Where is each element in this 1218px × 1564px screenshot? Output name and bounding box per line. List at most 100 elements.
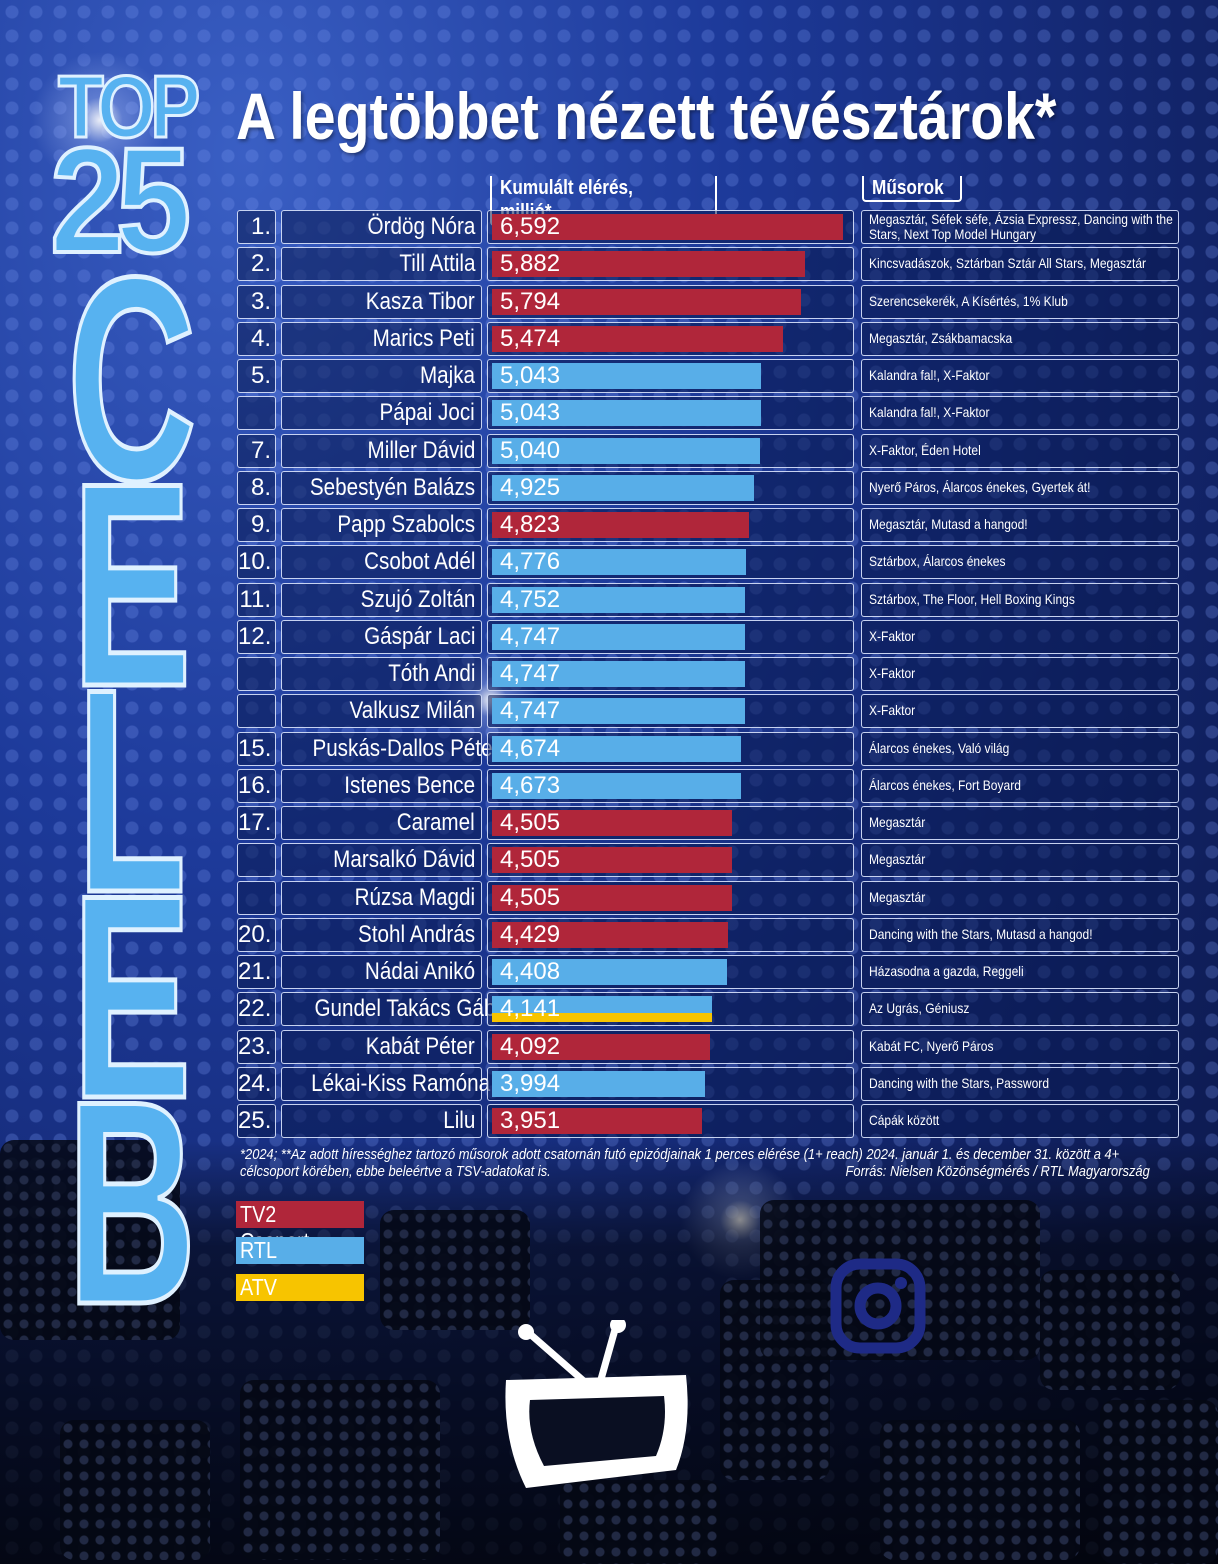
reach-value: 4,747 bbox=[500, 660, 561, 687]
celeb-letter: B bbox=[66, 1041, 199, 1365]
top-number: 25 bbox=[48, 116, 193, 284]
rank-cell bbox=[237, 880, 276, 915]
reach-bar bbox=[492, 325, 783, 352]
shows-cell: Megasztár bbox=[861, 843, 1179, 878]
decor-block bbox=[880, 1420, 1080, 1560]
shows-cell: Megasztár bbox=[861, 880, 1179, 915]
shows-cell: Megasztár, Mutasd a hangod! bbox=[861, 508, 1179, 542]
shows-cell: Dancing with the Stars, Mutasd a hangod! bbox=[861, 917, 1179, 952]
name-cell: Puskás-Dallos Péter bbox=[281, 731, 499, 766]
name-cell: Valkusz Milán bbox=[281, 694, 482, 729]
legend-tv2: TV2 Csoport bbox=[236, 1201, 364, 1254]
reach-value: 4,776 bbox=[500, 548, 561, 576]
celebrity-name: Kasza Tibor bbox=[366, 287, 475, 315]
celebrity-name: Papp Szabolcs bbox=[337, 511, 475, 538]
bar-cell: 5,474 bbox=[487, 321, 854, 356]
reach-value: 5,043 bbox=[500, 399, 561, 427]
shows-text: Kincsvadászok, Sztárban Sztár All Stars,… bbox=[869, 255, 1147, 272]
celebrity-name: Kabát Péter bbox=[365, 1032, 475, 1060]
name-cell: Tóth Andi bbox=[281, 657, 482, 691]
bar-cell: 4,092 bbox=[487, 1029, 854, 1064]
shows-text: X-Faktor, Éden Hotel bbox=[869, 441, 981, 458]
bar-cell: 4,408 bbox=[487, 955, 854, 989]
bar-cell: 5,794 bbox=[487, 284, 854, 319]
celebrity-name: Sebestyén Balázs bbox=[309, 473, 475, 501]
decor-block bbox=[60, 1420, 210, 1560]
celebrity-name: Puskás-Dallos Péter bbox=[312, 734, 500, 762]
reach-bar bbox=[492, 959, 727, 985]
decor-block bbox=[1100, 1400, 1218, 1564]
footnote-text: *2024; **Az adott hírességhez tartozó mű… bbox=[240, 1146, 1120, 1180]
reach-value: 6,592 bbox=[500, 213, 561, 240]
bar-cell: 4,505 bbox=[487, 806, 854, 840]
rank-cell bbox=[237, 843, 276, 878]
rank-cell bbox=[237, 694, 276, 729]
reach-value: 4,505 bbox=[500, 809, 561, 836]
name-cell: Lékai-Kiss Ramóna bbox=[281, 1066, 490, 1101]
shows-cell: Kincsvadászok, Sztárban Sztár All Stars,… bbox=[861, 247, 1179, 282]
reach-value: 5,043 bbox=[500, 362, 561, 389]
reach-value: 4,752 bbox=[500, 585, 561, 613]
name-cell: Till Attila bbox=[281, 247, 482, 282]
shows-cell: Kalandra fal!, X-Faktor bbox=[861, 359, 1179, 393]
shows-cell: Álarcos énekes, Való világ bbox=[861, 731, 1179, 766]
bar-cell: 4,141 bbox=[487, 992, 854, 1027]
reach-bar bbox=[492, 623, 745, 650]
reach-bar bbox=[492, 400, 761, 427]
reach-value: 3,951 bbox=[500, 1107, 561, 1134]
name-cell: Gáspár Laci bbox=[281, 619, 482, 654]
celeb-letter: L bbox=[76, 629, 189, 953]
decor-block bbox=[560, 1480, 720, 1564]
reach-bar bbox=[492, 512, 749, 538]
shows-cell: Házasodna a gazda, Reggeli bbox=[861, 955, 1179, 989]
bar-cell: 3,951 bbox=[487, 1104, 854, 1138]
source-text: Forrás: Nielsen Közönségmérés / RTL Magy… bbox=[845, 1163, 1150, 1180]
legend-rtl: RTL bbox=[236, 1237, 364, 1264]
name-cell: Marsalkó Dávid bbox=[281, 843, 482, 878]
name-cell: Papp Szabolcs bbox=[281, 508, 482, 542]
shows-text: Megasztár, Zsákbamacska bbox=[869, 329, 1013, 346]
celebrity-name: Nádai Anikó bbox=[364, 958, 475, 985]
reach-value: 4,092 bbox=[500, 1032, 561, 1060]
reach-value: 3,994 bbox=[500, 1069, 561, 1097]
shows-cell: Dancing with the Stars, Password bbox=[861, 1066, 1179, 1101]
celebrity-name: Csobot Adél bbox=[363, 548, 475, 576]
reach-bar bbox=[492, 549, 746, 576]
celebrity-name: Ördög Nóra bbox=[367, 213, 475, 240]
rank-cell: 2. bbox=[237, 247, 276, 282]
celeb-letter: C bbox=[66, 217, 199, 541]
rank-cell: 17. bbox=[237, 806, 276, 840]
reach-bar bbox=[492, 251, 805, 278]
name-cell: Stohl András bbox=[281, 917, 482, 952]
bar-cell: 4,673 bbox=[487, 768, 854, 803]
rank-cell: 4. bbox=[237, 321, 276, 356]
shows-text: X-Faktor bbox=[869, 627, 916, 644]
reach-value: 4,141 bbox=[500, 995, 561, 1023]
name-cell: Szujó Zoltán bbox=[281, 582, 482, 617]
name-cell: Kabát Péter bbox=[281, 1029, 482, 1064]
shows-header-text: Műsorok bbox=[872, 177, 944, 199]
reach-value: 5,040 bbox=[500, 436, 561, 464]
light-glow bbox=[20, 40, 180, 200]
reach-value: 5,794 bbox=[500, 287, 561, 315]
celeb-letter: E bbox=[70, 423, 193, 747]
name-cell: Caramel bbox=[281, 806, 482, 840]
reach-bar bbox=[492, 884, 732, 911]
decor-block bbox=[380, 1210, 530, 1330]
rank-cell: 23. bbox=[237, 1029, 276, 1064]
celebrity-name: Szujó Zoltán bbox=[360, 585, 475, 613]
rank-cell: 7. bbox=[237, 433, 276, 468]
celebrity-name: Valkusz Milán bbox=[349, 697, 475, 725]
rank-cell bbox=[237, 657, 276, 691]
shows-text: Házasodna a gazda, Reggeli bbox=[869, 963, 1024, 979]
reach-value: 4,505 bbox=[500, 883, 561, 911]
shows-text: Kalandra fal!, X-Faktor bbox=[869, 404, 990, 421]
reach-bar bbox=[492, 363, 761, 389]
name-cell: Csobot Adél bbox=[281, 545, 482, 580]
name-cell: Pápai Joci bbox=[281, 396, 482, 431]
shows-cell: X-Faktor, Éden Hotel bbox=[861, 433, 1179, 468]
rank-cell: 9. bbox=[237, 508, 276, 542]
bar-cell: 4,823 bbox=[487, 508, 854, 542]
legend-atv: ATV bbox=[236, 1274, 364, 1301]
name-cell: Gundel Takács Gábor bbox=[281, 992, 514, 1027]
